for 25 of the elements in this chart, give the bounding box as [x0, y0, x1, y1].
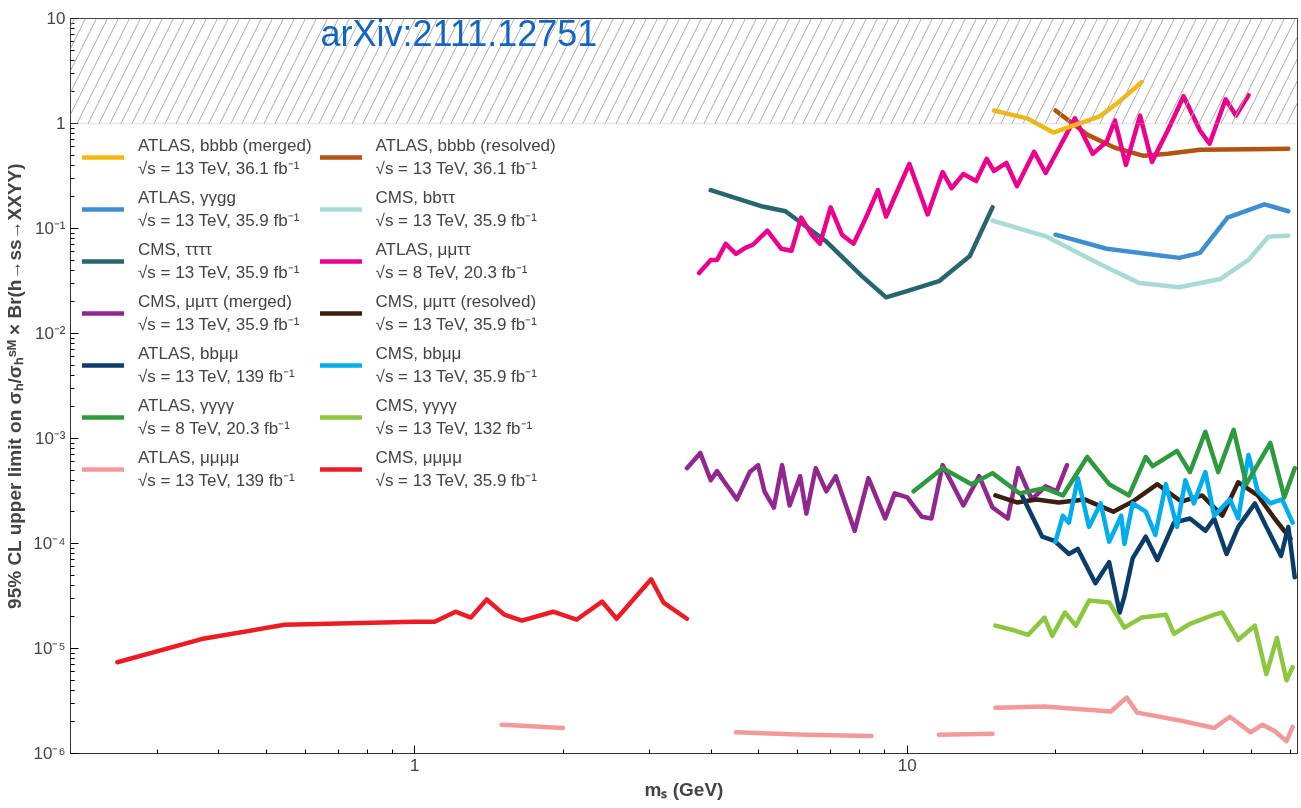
legend-label: ATLAS, γγγγ √s = 8 TeV, 20.3 fb⁻¹ — [138, 395, 290, 439]
legend-label: ATLAS, bbbb (merged) √s = 13 TeV, 36.1 fb⁻¹ — [138, 135, 312, 179]
y-tick-label: 10⁻² — [34, 324, 66, 343]
legend-label: CMS, γγγγ √s = 13 TeV, 132 fb⁻¹ — [375, 395, 533, 439]
legend-label: ATLAS, γγgg √s = 13 TeV, 35.9 fb⁻¹ — [138, 187, 300, 231]
legend-label: CMS, μμμμ √s = 13 TeV, 35.9 fb⁻¹ — [375, 447, 537, 491]
y-tick-label: 10⁻¹ — [34, 219, 66, 238]
y-tick-label: 10⁻⁵ — [33, 639, 66, 658]
legend-label: ATLAS, μμμμ √s = 13 TeV, 139 fb⁻¹ — [138, 447, 295, 491]
legend-label: CMS, bbμμ √s = 13 TeV, 35.9 fb⁻¹ — [375, 343, 537, 387]
legend-label: CMS, μμττ (resolved) √s = 13 TeV, 35.9 fb⁻¹ — [375, 291, 537, 335]
legend-label: CMS, ττττ √s = 13 TeV, 35.9 fb⁻¹ — [138, 239, 300, 283]
legend-label: ATLAS, μμττ √s = 8 TeV, 20.3 fb⁻¹ — [375, 239, 528, 283]
annotation: arXiv:2111.12751 — [320, 12, 598, 54]
y-tick-label: 10⁻³ — [34, 429, 66, 448]
legend-label: ATLAS, bbbb (resolved) √s = 13 TeV, 36.1 fb⁻¹ — [375, 135, 556, 179]
y-tick-label: 10 — [46, 9, 66, 28]
legend-label: ATLAS, bbμμ √s = 13 TeV, 139 fb⁻¹ — [138, 343, 295, 387]
legend-label: CMS, bbττ √s = 13 TeV, 35.9 fb⁻¹ — [375, 187, 537, 231]
legend-label: CMS, μμττ (merged) √s = 13 TeV, 35.9 fb⁻¹ — [138, 291, 300, 335]
x-axis-title: mₛ (GeV) — [644, 778, 724, 800]
y-tick-label: 10⁻⁶ — [33, 744, 66, 763]
y-tick-label: 1 — [56, 114, 66, 133]
y-axis-title: 95% CL upper limit on σₕ/σₕˢᴹ × Br(h→ss→XXYY) — [4, 163, 26, 609]
y-tick-label: 10⁻⁴ — [33, 534, 66, 553]
